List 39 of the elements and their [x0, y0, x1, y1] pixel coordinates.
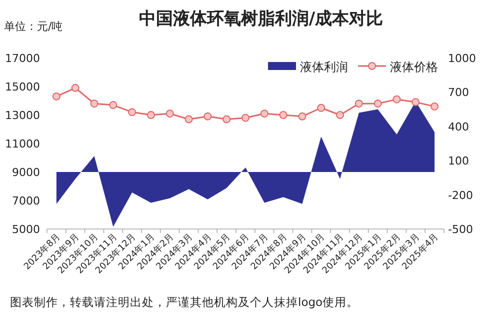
y2-tick-label: 700	[448, 86, 469, 100]
point	[52, 92, 60, 100]
point	[317, 104, 326, 112]
point	[222, 115, 231, 124]
point	[354, 100, 363, 108]
point	[298, 112, 306, 120]
point	[260, 110, 268, 118]
chart-title: 中国液体环氧树脂利润/成本对比	[138, 9, 384, 29]
y-tick-label: 9000	[12, 166, 40, 179]
y2-tick-label: -200	[448, 188, 473, 202]
y-tick-label: 11000	[5, 138, 40, 150]
point	[430, 102, 439, 110]
point	[109, 101, 118, 110]
point	[374, 100, 382, 108]
y2-tick-label: -500	[448, 223, 473, 236]
y-tick-label: 7000	[12, 194, 40, 208]
point	[71, 84, 80, 92]
y-axis-title: 单位：元/吨	[4, 20, 63, 33]
y-tick-label: 17000	[5, 52, 40, 65]
point	[166, 110, 174, 118]
point	[412, 98, 420, 106]
point	[204, 112, 212, 120]
y-tick-label: 15000	[5, 80, 40, 94]
y2-tick-label: 1000	[448, 52, 476, 65]
point	[128, 108, 136, 116]
legend-label: 液体利润	[300, 60, 348, 74]
point	[146, 111, 155, 119]
y-tick-label: 13000	[5, 109, 40, 122]
text: 图表制作，转载请注明出处，严谨其他机构及个人抹掉logo使用。	[10, 295, 359, 309]
legend-label: 液体价格	[390, 60, 438, 74]
point	[279, 111, 288, 119]
y2-tick-label: 100	[448, 154, 469, 168]
point	[90, 100, 98, 108]
y2-tick-label: 400	[448, 120, 469, 134]
point	[184, 115, 193, 124]
y-tick-label: 5000	[12, 223, 40, 236]
point	[392, 95, 401, 104]
point	[336, 111, 344, 119]
point	[242, 114, 250, 122]
